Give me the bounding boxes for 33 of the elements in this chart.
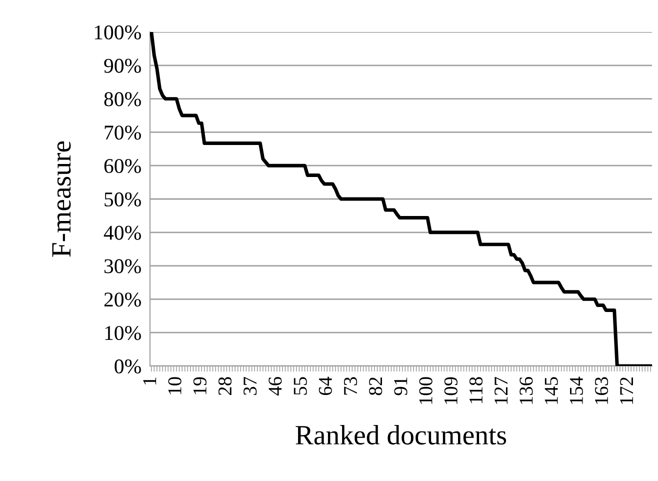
y-tick-label: 40% xyxy=(104,226,141,240)
x-tick-label: 37 xyxy=(244,376,257,395)
x-tick-label: 10 xyxy=(168,377,182,394)
x-tick-label: 73 xyxy=(344,377,358,395)
x-tick-label: 28 xyxy=(218,377,232,396)
y-tick-label: 90% xyxy=(104,58,141,73)
x-axis-title: Ranked documents xyxy=(296,425,506,445)
x-tick-label: 154 xyxy=(570,376,583,404)
x-tick-label: 46 xyxy=(268,376,282,396)
y-tick-label: 30% xyxy=(104,259,141,274)
x-tick-label: 1 xyxy=(143,378,156,384)
y-tick-label: 70% xyxy=(104,126,141,140)
x-tick-label: 55 xyxy=(294,377,307,395)
x-tick-label: 19 xyxy=(193,377,206,394)
x-tick-label: 145 xyxy=(544,377,558,404)
y-tick-label: 0% xyxy=(114,359,141,374)
y-tick-label: 80% xyxy=(104,92,141,106)
y-axis-title: F-measure xyxy=(52,141,71,257)
x-tick-label: 118 xyxy=(469,377,483,404)
y-tick-label: 50% xyxy=(104,192,141,206)
y-tick-label: 60% xyxy=(104,158,141,174)
x-tick-label: 109 xyxy=(444,377,458,404)
x-tick-label: 82 xyxy=(369,377,382,396)
y-tick-label: 20% xyxy=(104,292,141,307)
x-tick-label: 100 xyxy=(419,377,432,404)
x-tick-label: 163 xyxy=(594,377,608,404)
x-tick-label: 64 xyxy=(318,376,332,396)
x-tick-label: 127 xyxy=(494,376,508,404)
x-tick-label: 172 xyxy=(620,377,633,404)
x-tick-label: 136 xyxy=(520,376,533,404)
y-tick-label: 10% xyxy=(105,326,141,340)
x-tick-label: 91 xyxy=(394,378,408,396)
y-tick-label: 100% xyxy=(94,25,141,40)
